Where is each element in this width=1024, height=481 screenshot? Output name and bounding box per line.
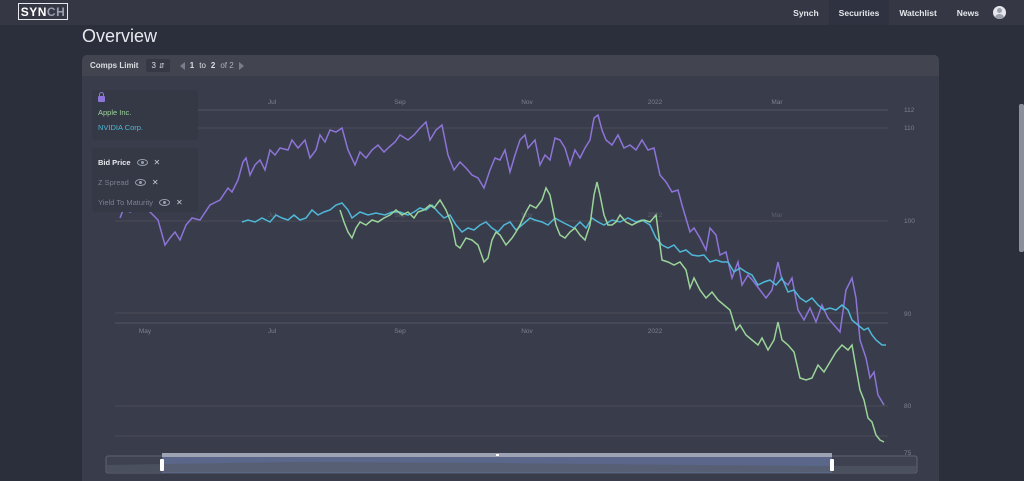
svg-text:Mar: Mar xyxy=(771,99,783,106)
pager-from: 1 xyxy=(189,61,195,70)
pager: 1 to 2 of 2 xyxy=(179,61,244,70)
metric-label[interactable]: Yield To Maturity xyxy=(98,197,154,207)
page-scrollbar[interactable] xyxy=(1019,104,1024,252)
svg-text:100: 100 xyxy=(904,218,915,225)
top-navbar: SYN CH Synch Securities Watchlist News xyxy=(0,0,1024,25)
svg-text:Sep: Sep xyxy=(394,99,406,106)
svg-text:Sep: Sep xyxy=(394,212,406,219)
close-icon[interactable]: ✕ xyxy=(151,177,159,187)
metric-row-bid-price: Bid Price ✕ xyxy=(98,152,192,172)
nav-watchlist[interactable]: Watchlist xyxy=(899,7,937,18)
svg-text:Nov: Nov xyxy=(521,99,533,106)
lock-icon[interactable] xyxy=(98,92,105,102)
range-handle-right[interactable] xyxy=(830,459,834,471)
comps-limit-select[interactable]: 3 ⇵ xyxy=(146,59,170,72)
logo-text-bright: SYN xyxy=(20,4,47,19)
legend-nvidia[interactable]: NVIDIA Corp. xyxy=(98,123,144,132)
svg-text:Mar: Mar xyxy=(771,212,783,219)
svg-text:Nov: Nov xyxy=(521,328,533,335)
main-nav: Synch Securities Watchlist News xyxy=(783,0,1006,25)
pager-total: of 2 xyxy=(220,61,234,70)
nav-synch[interactable]: Synch xyxy=(793,7,819,18)
comps-limit-label: Comps Limit xyxy=(90,61,139,70)
metric-row-z-spread: Z Spread ✕ xyxy=(98,172,192,192)
svg-text:80: 80 xyxy=(904,403,912,410)
range-grip[interactable] xyxy=(496,454,499,456)
pager-to-word: to xyxy=(199,61,206,70)
range-navigator[interactable] xyxy=(105,453,918,474)
pager-to: 2 xyxy=(210,61,216,70)
comps-limit-value: 3 xyxy=(151,61,156,70)
close-icon[interactable]: ✕ xyxy=(153,157,161,167)
nav-securities[interactable]: Securities xyxy=(828,0,890,25)
chart-toolbar: Comps Limit 3 ⇵ 1 to 2 of 2 xyxy=(82,55,939,76)
series-apple-line[interactable] xyxy=(339,181,885,443)
svg-text:112: 112 xyxy=(904,107,915,114)
y-grid xyxy=(115,127,888,437)
next-page-icon[interactable] xyxy=(238,61,244,70)
eye-icon[interactable] xyxy=(136,158,148,166)
x-axis-bottom: May Jul Sep Nov 2022 xyxy=(115,322,888,335)
svg-text:2022: 2022 xyxy=(648,99,663,106)
svg-text:Jul: Jul xyxy=(268,328,277,335)
logo-text-dim: CH xyxy=(46,4,66,19)
svg-text:Sep: Sep xyxy=(394,328,406,335)
series-purple-line[interactable] xyxy=(119,113,885,406)
page-title: Overview xyxy=(82,26,158,46)
nav-news[interactable]: News xyxy=(956,7,979,18)
svg-text:90: 90 xyxy=(904,311,912,318)
close-icon[interactable]: ✕ xyxy=(176,197,183,207)
range-handle-left[interactable] xyxy=(160,459,164,471)
svg-text:May: May xyxy=(139,328,152,335)
metric-row-yield-to-maturity: Yield To Maturity ✕ xyxy=(98,192,192,212)
svg-text:Nov: Nov xyxy=(521,212,533,219)
series-nvidia-line[interactable] xyxy=(241,202,886,346)
security-legend: Apple Inc. NVIDIA Corp. xyxy=(92,90,198,140)
synch-logo[interactable]: SYN CH xyxy=(18,3,68,20)
user-avatar-icon[interactable] xyxy=(993,6,1006,19)
legend-apple[interactable]: Apple Inc. xyxy=(98,108,132,117)
svg-text:75: 75 xyxy=(904,450,912,457)
updown-chevron-icon: ⇵ xyxy=(158,62,165,70)
chart-panel: Comps Limit 3 ⇵ 1 to 2 of 2 xyxy=(82,55,939,481)
prev-page-icon[interactable] xyxy=(179,61,185,70)
svg-text:2022: 2022 xyxy=(648,328,663,335)
y-axis-labels: 112 110 100 90 80 75 xyxy=(904,107,915,457)
svg-text:110: 110 xyxy=(904,125,915,132)
eye-icon[interactable] xyxy=(134,178,146,186)
x-axis-top: May Jul Sep Nov 2022 Mar xyxy=(115,99,888,111)
metric-label[interactable]: Z Spread xyxy=(98,177,129,187)
eye-icon[interactable] xyxy=(159,198,171,206)
svg-text:Jul: Jul xyxy=(268,212,277,219)
metric-label[interactable]: Bid Price xyxy=(98,157,131,167)
svg-text:Jul: Jul xyxy=(268,99,277,106)
metric-selector: Bid Price ✕ Z Spread ✕ Yield To Maturity… xyxy=(92,148,198,212)
